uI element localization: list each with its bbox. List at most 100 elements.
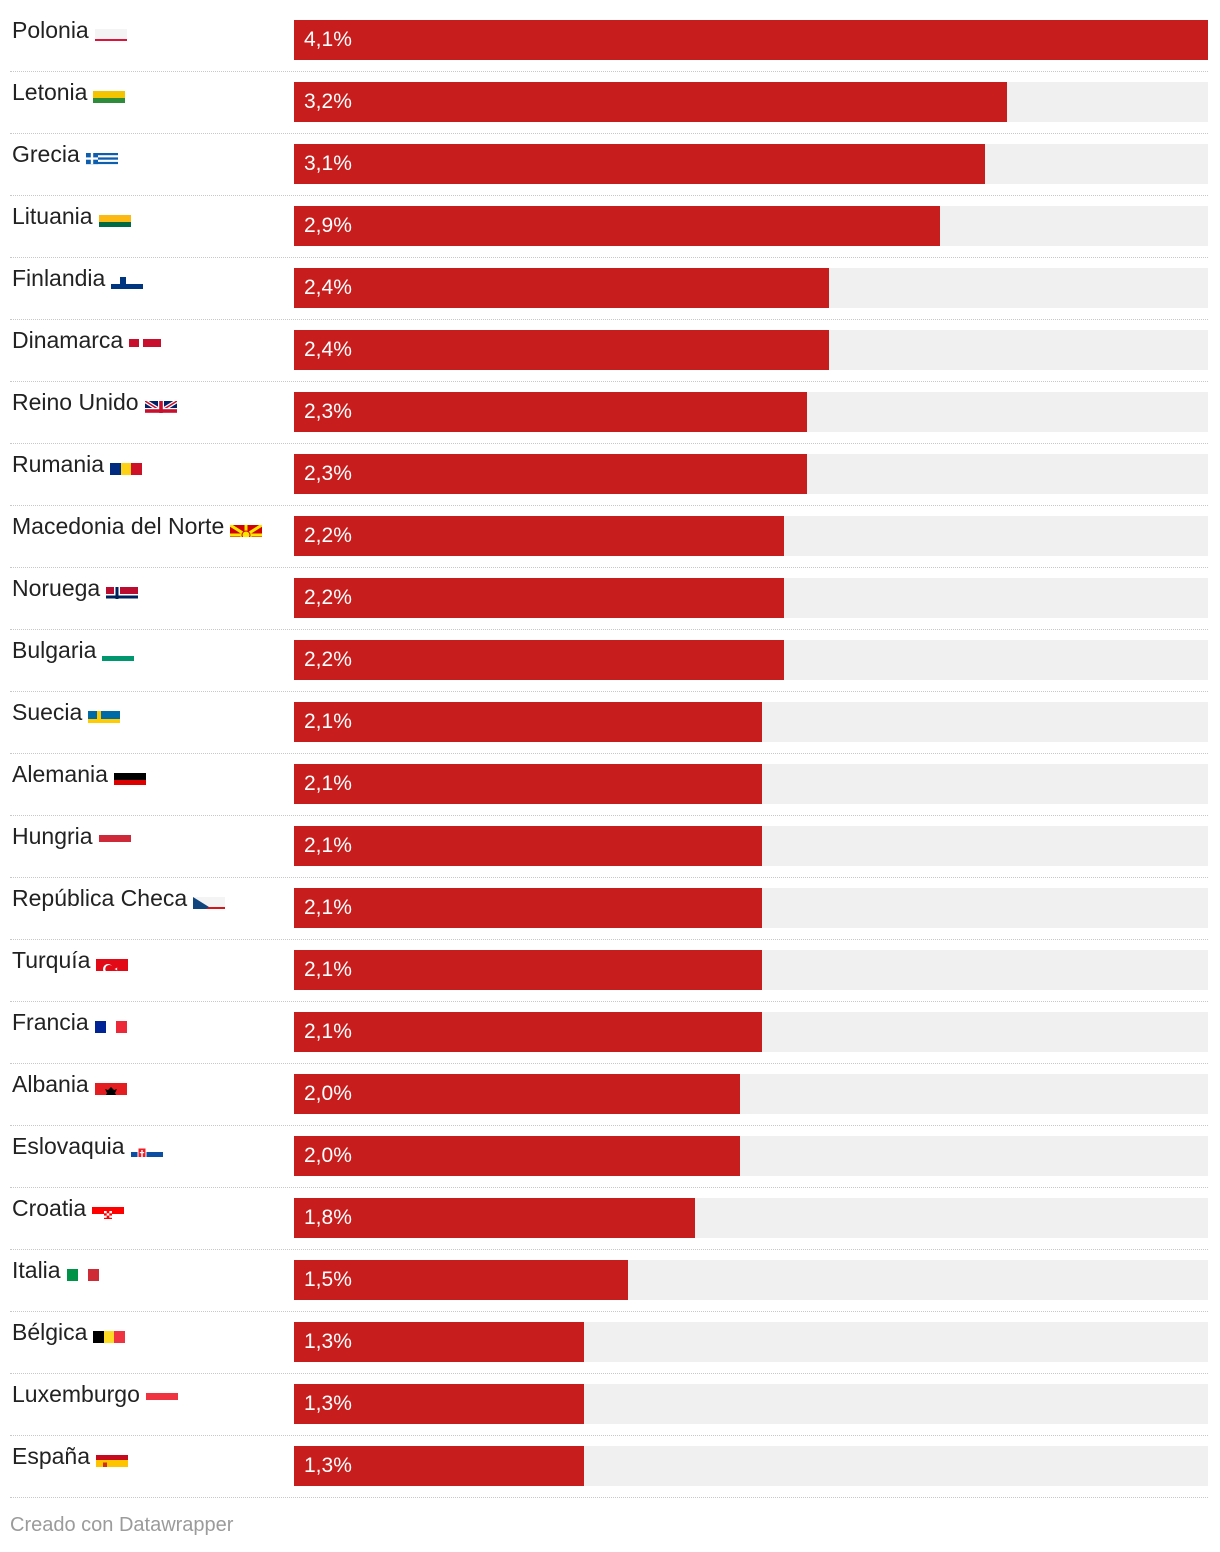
- value-label: 1,3%: [304, 1330, 352, 1353]
- bar-row: Letonia 3,2%: [0, 72, 1220, 134]
- row-separator: [10, 877, 1208, 878]
- flag-france-icon: [94, 1013, 127, 1033]
- bar-row: Lituania 2,9%: [0, 196, 1220, 258]
- value-label: 2,1%: [304, 958, 352, 981]
- category-label: Bulgaria: [12, 630, 135, 670]
- flag-united-kingdom-icon: [144, 393, 177, 413]
- row-separator: [10, 195, 1208, 196]
- bar: [294, 1322, 584, 1362]
- row-separator: [10, 1311, 1208, 1312]
- row-separator: [10, 257, 1208, 258]
- row-separator: [10, 939, 1208, 940]
- bar: [294, 516, 784, 556]
- bar-row: Rumania 2,3%: [0, 444, 1220, 506]
- value-label: 2,3%: [304, 400, 352, 423]
- category-label: Turquía: [12, 940, 129, 980]
- bar-row: Italia 1,5%: [0, 1250, 1220, 1312]
- credit-footer[interactable]: Creado con Datawrapper: [10, 1514, 234, 1536]
- value-label: 2,0%: [304, 1082, 352, 1105]
- bar-row: Albania 2,0%: [0, 1064, 1220, 1126]
- bar-track: 2,1%: [294, 826, 1208, 866]
- bar: [294, 764, 762, 804]
- bar-track: 2,2%: [294, 640, 1208, 680]
- bar: [294, 1136, 740, 1176]
- value-label: 2,1%: [304, 710, 352, 733]
- bar-track: 2,1%: [294, 1012, 1208, 1052]
- category-label: Rumania: [12, 444, 143, 484]
- bar-row: Croatia 1,8%: [0, 1188, 1220, 1250]
- flag-hungary-icon: [98, 827, 131, 847]
- bar: [294, 1260, 628, 1300]
- flag-poland-icon: [94, 21, 127, 41]
- bar: [294, 392, 807, 432]
- country-name: Grecia: [12, 141, 80, 167]
- country-name: Luxemburgo: [12, 1381, 140, 1407]
- bar-row: Alemania 2,1%: [0, 754, 1220, 816]
- bar: [294, 702, 762, 742]
- bar-track: 2,1%: [294, 888, 1208, 928]
- bar: [294, 1198, 695, 1238]
- value-label: 2,0%: [304, 1144, 352, 1167]
- row-separator: [10, 815, 1208, 816]
- country-name: República Checa: [12, 885, 188, 911]
- value-label: 2,1%: [304, 834, 352, 857]
- row-separator: [10, 1373, 1208, 1374]
- bar-track: 3,1%: [294, 144, 1208, 184]
- bar-track: 1,3%: [294, 1322, 1208, 1362]
- bar-row: Bélgica 1,3%: [0, 1312, 1220, 1374]
- bar: [294, 578, 784, 618]
- bar-row: Macedonia del Norte 2,2%: [0, 506, 1220, 568]
- country-name: Reino Unido: [12, 389, 139, 415]
- country-name: Finlandia: [12, 265, 106, 291]
- row-separator: [10, 133, 1208, 134]
- country-name: Italia: [12, 1257, 61, 1283]
- bar-track: 2,4%: [294, 330, 1208, 370]
- row-separator: [10, 629, 1208, 630]
- bar-track: 2,0%: [294, 1136, 1208, 1176]
- flag-germany-icon: [113, 765, 146, 785]
- row-separator: [10, 381, 1208, 382]
- flag-albania-icon: [94, 1075, 127, 1095]
- bar: [294, 1012, 762, 1052]
- bar-track: 2,1%: [294, 764, 1208, 804]
- value-label: 2,2%: [304, 524, 352, 547]
- flag-slovakia-icon: [130, 1137, 163, 1157]
- value-label: 2,4%: [304, 276, 352, 299]
- value-label: 1,8%: [304, 1206, 352, 1229]
- value-label: 2,4%: [304, 338, 352, 361]
- bar: [294, 20, 1208, 60]
- country-name: Alemania: [12, 761, 108, 787]
- flag-luxembourg-icon: [145, 1385, 178, 1405]
- row-separator: [10, 1063, 1208, 1064]
- country-name: Lituania: [12, 203, 93, 229]
- category-label: Croatia: [12, 1188, 125, 1228]
- bar-track: 3,2%: [294, 82, 1208, 122]
- category-label: Hungria: [12, 816, 131, 856]
- country-name: Eslovaquia: [12, 1133, 125, 1159]
- bar-row: Turquía 2,1%: [0, 940, 1220, 1002]
- bar: [294, 268, 829, 308]
- row-separator: [10, 505, 1208, 506]
- country-name: España: [12, 1443, 91, 1469]
- bar-track: 1,5%: [294, 1260, 1208, 1300]
- bar-row: Noruega 2,2%: [0, 568, 1220, 630]
- value-label: 1,3%: [304, 1392, 352, 1415]
- category-label: Francia: [12, 1002, 127, 1042]
- value-label: 3,2%: [304, 90, 352, 113]
- flag-italy-icon: [66, 1261, 99, 1281]
- bar: [294, 330, 829, 370]
- flag-norway-icon: [106, 579, 139, 599]
- category-label: Polonia: [12, 10, 127, 50]
- country-name: Hungria: [12, 823, 93, 849]
- row-separator: [10, 443, 1208, 444]
- category-label: Luxemburgo: [12, 1374, 178, 1414]
- bar-track: 1,3%: [294, 1446, 1208, 1486]
- value-label: 2,1%: [304, 1020, 352, 1043]
- value-label: 2,1%: [304, 772, 352, 795]
- flag-denmark-icon: [129, 331, 162, 351]
- flag-north-macedonia-icon: [230, 517, 263, 537]
- country-name: Bulgaria: [12, 637, 97, 663]
- flag-greece-icon: [85, 145, 118, 165]
- bar: [294, 640, 784, 680]
- flag-romania-icon: [110, 455, 143, 475]
